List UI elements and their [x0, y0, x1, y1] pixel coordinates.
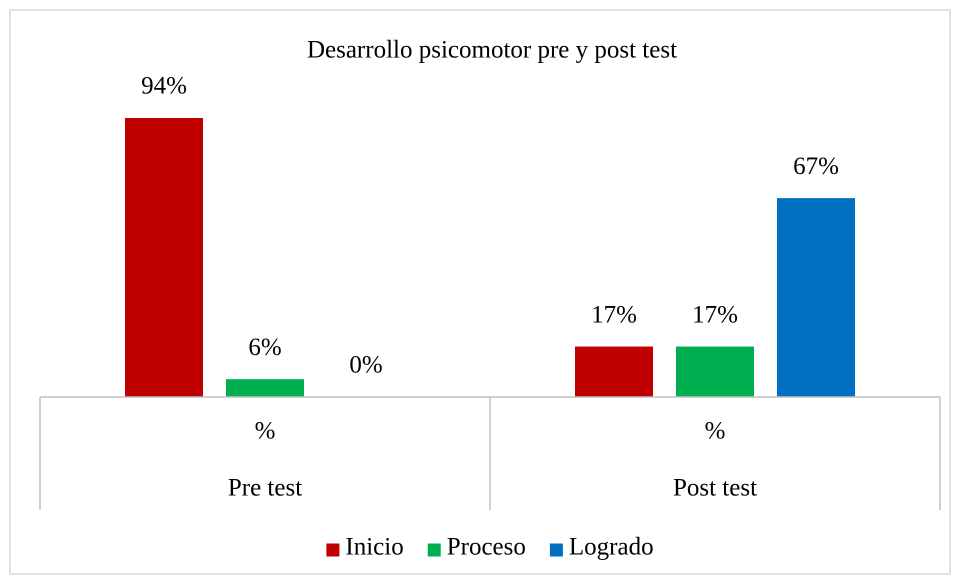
x-subcategory-label: %: [255, 418, 276, 445]
bar: [575, 346, 653, 397]
bar: [125, 118, 203, 397]
data-label: 17%: [692, 301, 738, 328]
legend-label: Proceso: [447, 534, 526, 561]
data-label: 67%: [793, 153, 839, 180]
data-label: 6%: [248, 334, 281, 361]
data-label: 94%: [141, 73, 187, 100]
data-label: 17%: [591, 301, 637, 328]
bar: [777, 198, 855, 397]
legend-label: Logrado: [569, 534, 654, 561]
x-tick-label: Pre test: [228, 475, 302, 502]
legend-swatch: [549, 543, 563, 557]
legend-label: Inicio: [345, 534, 403, 561]
legend-swatch: [427, 543, 441, 557]
x-subcategory-label: %: [705, 418, 726, 445]
bar: [226, 379, 304, 397]
x-tick-label: Post test: [673, 475, 757, 502]
data-label: 0%: [349, 352, 382, 379]
chart-title: Desarrollo psicomotor pre y post test: [307, 37, 677, 64]
legend-swatch: [326, 543, 340, 557]
bar: [676, 346, 754, 397]
